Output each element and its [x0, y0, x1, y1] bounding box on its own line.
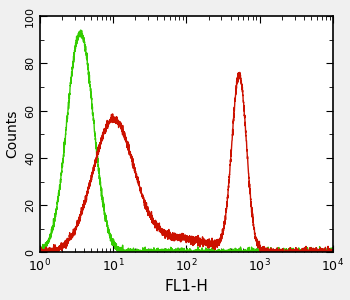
Y-axis label: Counts: Counts: [6, 110, 20, 158]
X-axis label: FL1-H: FL1-H: [164, 279, 208, 294]
